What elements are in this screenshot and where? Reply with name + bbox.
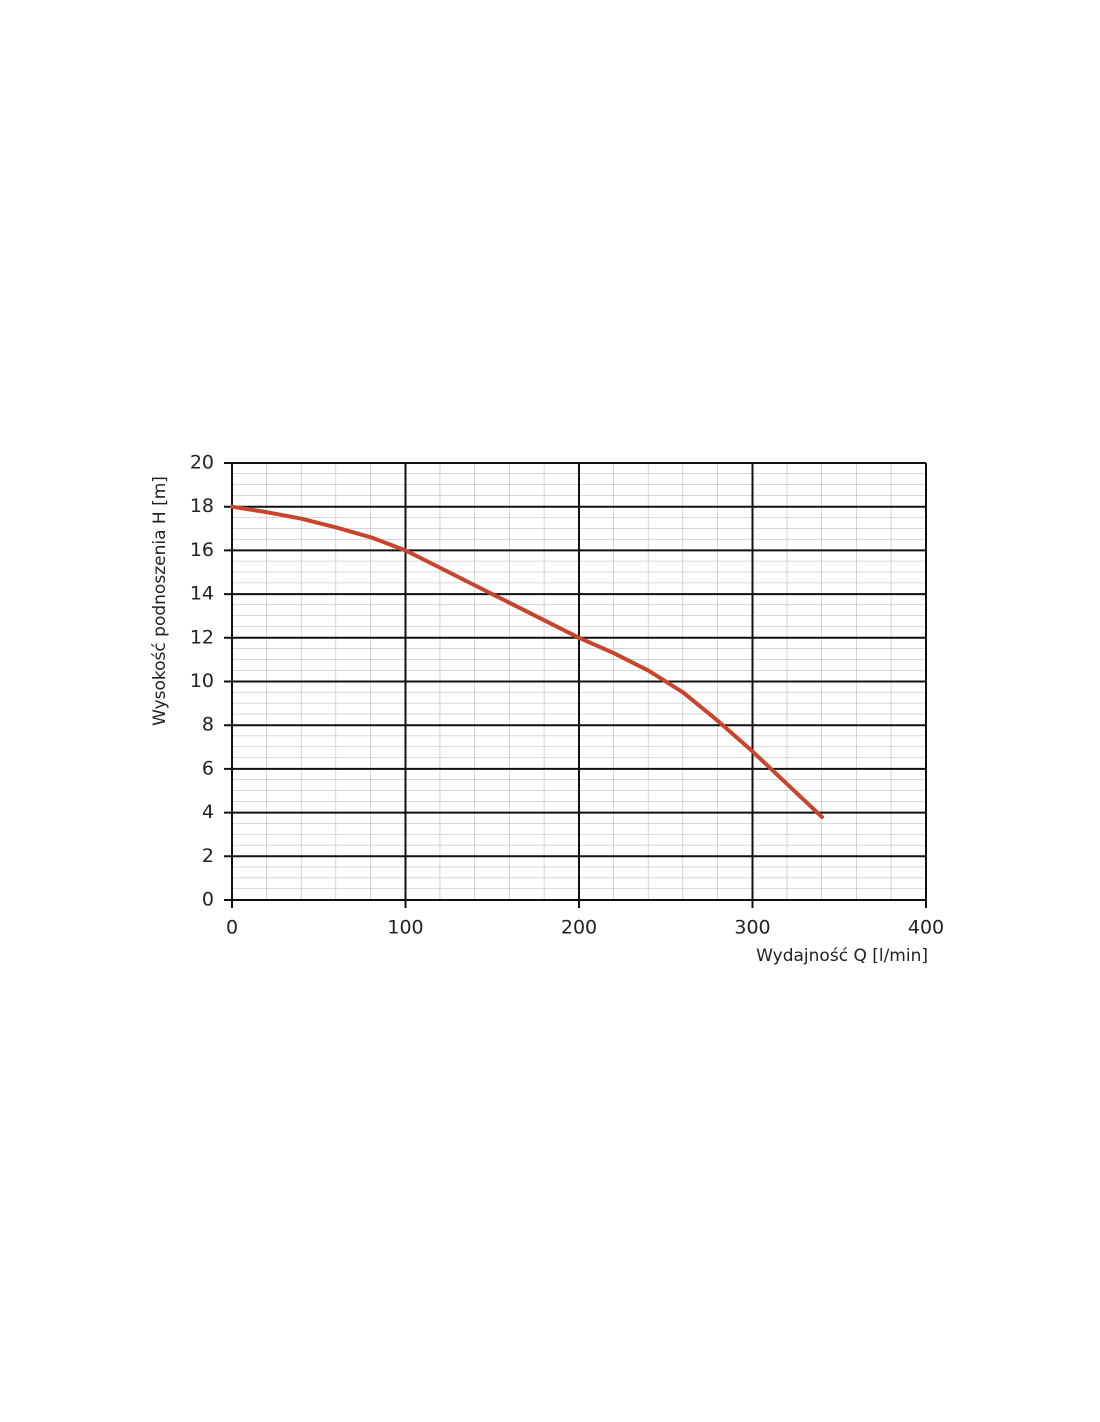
- y-tick-label: 4: [202, 801, 214, 823]
- y-tick-label: 0: [202, 889, 214, 911]
- y-tick-label: 14: [190, 583, 214, 605]
- y-tick-label: 10: [190, 670, 214, 692]
- y-tick-label: 18: [190, 495, 214, 517]
- curve: [230, 504, 824, 819]
- y-tick-label: 8: [202, 714, 214, 736]
- x-tick-label: 0: [226, 917, 238, 939]
- y-tick-label: 16: [190, 539, 214, 561]
- x-tick-label: 300: [734, 917, 770, 939]
- y-tick-label: 12: [190, 626, 214, 648]
- x-tick-label: 400: [908, 917, 944, 939]
- y-tick-label: 6: [202, 757, 214, 779]
- y-axis-title: Wysokość podnoszenia H [m]: [150, 476, 170, 726]
- x-tick-label: 100: [387, 917, 423, 939]
- x-tick-label: 200: [561, 917, 597, 939]
- y-tick-label: 20: [190, 452, 214, 474]
- x-axis-title: Wydajność Q [l/min]: [756, 946, 928, 966]
- y-tick-label: 2: [202, 845, 214, 867]
